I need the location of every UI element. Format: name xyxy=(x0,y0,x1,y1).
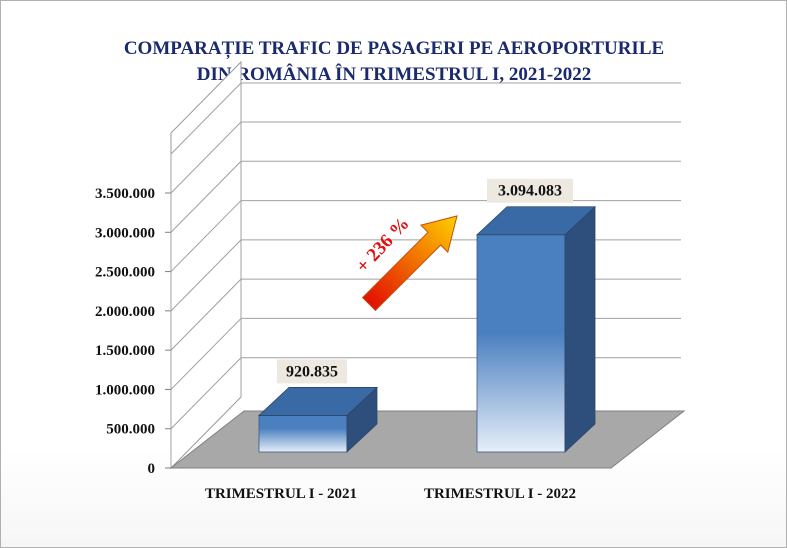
chart-title-line-2: DIN ROMÂNIA ÎN TRIMESTRUL I, 2021-2022 xyxy=(197,63,591,85)
gridline-side xyxy=(170,121,242,194)
bar-side xyxy=(564,205,596,453)
y-tick-label: 1.500.000 xyxy=(95,343,155,359)
y-tick-label: 3.000.000 xyxy=(95,225,155,241)
chart-title-line-1: COMPARAȚIE TRAFIC DE PASAGERI PE AEROPOR… xyxy=(124,38,664,59)
x-category-label: TRIMESTRUL I - 2021 xyxy=(205,486,357,502)
data-label: 3.094.083 xyxy=(498,183,562,200)
y-tick-label: 3.500.000 xyxy=(95,186,155,202)
chart-title: COMPARAȚIE TRAFIC DE PASAGERI PE AEROPOR… xyxy=(124,38,664,85)
y-tick-label: 1.000.000 xyxy=(95,382,155,398)
bar-front xyxy=(258,415,348,453)
bar-front xyxy=(476,234,566,453)
x-category-label: TRIMESTRUL I - 2022 xyxy=(424,486,576,502)
y-axis: 0 500.000 1.000.000 1.500.000 2.000.000 2.500… xyxy=(95,186,171,477)
y-tick-label: 0 xyxy=(148,461,156,477)
bar-top xyxy=(257,387,379,416)
y-tick-label: 2.000.000 xyxy=(95,304,155,320)
bars xyxy=(257,205,597,453)
growth-annotation: + 236 % xyxy=(352,213,458,312)
data-label-bg xyxy=(277,359,347,384)
data-label: 920.835 xyxy=(286,363,338,380)
gridline-side xyxy=(170,160,242,233)
side-wall xyxy=(170,60,242,470)
bar-top xyxy=(475,206,597,236)
gridline-side xyxy=(170,82,242,155)
data-labels: 920.835 3.094.083 xyxy=(277,178,573,384)
gridlines xyxy=(170,82,681,468)
plot-floor xyxy=(169,410,686,469)
gridline-side xyxy=(170,278,242,351)
data-label-bg xyxy=(487,178,573,203)
gridline-side xyxy=(170,239,242,312)
floor-plane xyxy=(169,410,686,469)
growth-arrow xyxy=(361,215,458,312)
y-tick-label: 2.500.000 xyxy=(95,265,155,281)
gridline-side xyxy=(170,200,242,272)
y-tick-label: 500.000 xyxy=(106,422,155,438)
plot-walls xyxy=(170,60,681,470)
x-axis-categories: TRIMESTRUL I - 2021 TRIMESTRUL I - 2022 xyxy=(205,486,576,502)
gridline-side xyxy=(170,318,242,390)
back-wall xyxy=(241,62,681,397)
bar-1 xyxy=(257,386,379,453)
bar-2 xyxy=(475,205,597,453)
gridline-side xyxy=(170,357,242,430)
